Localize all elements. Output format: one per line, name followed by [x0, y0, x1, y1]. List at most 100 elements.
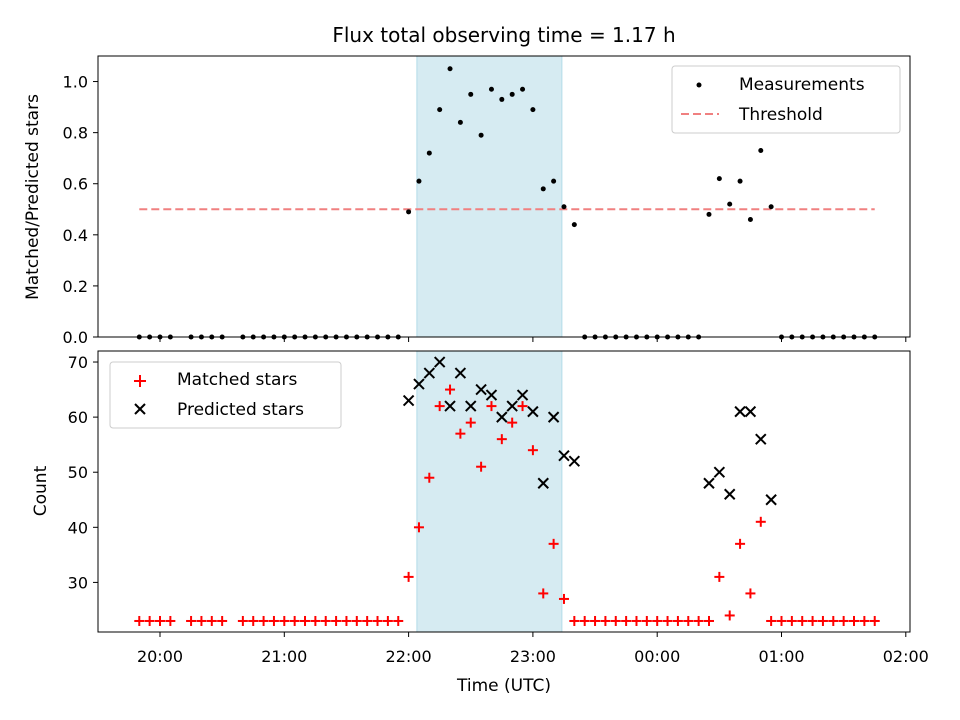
predicted-star-point — [713, 466, 726, 478]
matched-star-point — [631, 615, 642, 626]
measurement-point — [499, 96, 505, 102]
measurement-point — [478, 132, 484, 138]
bottom-panel: 30 40 50 60 70 20:00 21:00 22:00 23:00 00:00 01:0… — [31, 350, 929, 696]
x-tick-label: 00:00 — [634, 647, 680, 666]
measurement-point — [437, 107, 443, 113]
matched-star-point — [372, 615, 383, 626]
legend-matched-marker — [134, 375, 146, 387]
x-tick-label: 23:00 — [510, 647, 556, 666]
matched-star-point — [538, 588, 549, 599]
matched-star-point — [828, 615, 839, 626]
measurement-point — [716, 176, 722, 182]
matched-star-point — [206, 615, 217, 626]
measurement-point — [530, 107, 536, 113]
predicted-star-point — [734, 405, 746, 418]
measurement-point — [488, 86, 494, 92]
matched-star-point — [683, 615, 694, 626]
matched-star-point — [289, 615, 300, 626]
matched-star-point — [476, 461, 487, 472]
matched-star-point — [579, 615, 590, 626]
matched-star-point — [196, 615, 207, 626]
predicted-star-point — [765, 494, 777, 506]
matched-star-point — [258, 615, 269, 626]
matched-star-point — [869, 615, 880, 626]
bottom-legend: Matched stars Predicted stars — [109, 361, 342, 429]
y-tick-label: 30 — [68, 573, 88, 592]
matched-star-point — [548, 538, 559, 549]
matched-star-point — [693, 615, 704, 626]
matched-star-point — [590, 615, 601, 626]
predicted-star-point — [744, 405, 757, 418]
matched-star-point — [662, 615, 673, 626]
y-tick-label: 60 — [68, 408, 88, 427]
top-highlight-span — [416, 55, 563, 338]
legend-threshold-label: Threshold — [738, 105, 823, 125]
matched-star-point — [838, 615, 849, 626]
matched-star-point — [558, 593, 569, 604]
matched-star-point — [610, 615, 621, 626]
matched-star-point — [455, 428, 466, 439]
matched-star-point — [320, 615, 331, 626]
matched-star-point — [144, 615, 155, 626]
matched-star-point — [155, 615, 165, 626]
matched-star-point — [776, 615, 787, 626]
predicted-star-point — [516, 389, 529, 401]
matched-star-point — [600, 615, 611, 626]
measurement-point — [758, 148, 764, 154]
matched-star-point — [134, 615, 145, 626]
matched-star-point — [445, 384, 456, 395]
matched-star-point — [724, 610, 735, 621]
matched-star-point — [279, 615, 290, 626]
measurement-point — [551, 178, 557, 184]
x-tick-label: 21:00 — [261, 647, 307, 666]
measurement-point — [509, 91, 515, 97]
predicted-star-point — [496, 411, 508, 423]
top-chart-title: Flux total observing time = 1.17 h — [332, 23, 675, 47]
bottom-y-axis-label: Count — [31, 465, 51, 516]
top-y-axis-label: Matched/Predicted stars — [23, 94, 43, 300]
legend-measurements-marker — [696, 82, 702, 88]
y-tick-label: 0.0 — [63, 328, 88, 347]
predicted-star-point — [755, 433, 767, 445]
predicted-star-point — [724, 488, 736, 500]
measurement-point — [747, 216, 753, 222]
predicted-star-point — [433, 356, 446, 368]
measurement-point — [561, 204, 567, 210]
measurement-point — [468, 91, 474, 97]
measurement-point — [406, 209, 412, 215]
matched-star-point — [496, 434, 507, 445]
measurement-point — [520, 86, 526, 92]
predicted-star-point — [485, 389, 498, 401]
y-tick-label: 1.0 — [63, 73, 88, 92]
matched-star-point — [393, 615, 404, 626]
matched-star-point — [237, 615, 248, 626]
matched-star-point — [351, 615, 362, 626]
matched-star-point — [403, 571, 414, 582]
top-legend: Measurements Threshold — [671, 65, 901, 134]
measurement-point — [768, 204, 774, 210]
matched-star-point — [382, 615, 393, 626]
matched-star-point — [434, 401, 445, 412]
matched-star-point — [703, 615, 714, 626]
x-tick-label: 02:00 — [883, 647, 929, 666]
matched-star-point — [413, 522, 424, 533]
legend-measurements-label: Measurements — [739, 75, 865, 95]
measurement-point — [426, 150, 432, 156]
measurement-point — [447, 66, 453, 72]
matched-star-point — [217, 615, 228, 626]
x-tick-label: 01:00 — [758, 647, 804, 666]
legend-predicted-label: Predicted stars — [177, 400, 304, 420]
predicted-star-point — [506, 400, 518, 412]
measurement-point — [706, 211, 712, 217]
matched-star-point — [807, 615, 818, 626]
predicted-star-point — [547, 411, 560, 423]
matched-star-point — [268, 615, 279, 626]
matched-star-point — [745, 588, 756, 599]
bottom-axes-frame — [97, 350, 911, 633]
measurement-point — [457, 119, 463, 125]
predicted-star-point — [402, 394, 415, 407]
matched-star-point — [786, 615, 797, 626]
predicted-star-point — [475, 383, 487, 396]
top-axes-frame — [97, 55, 911, 338]
